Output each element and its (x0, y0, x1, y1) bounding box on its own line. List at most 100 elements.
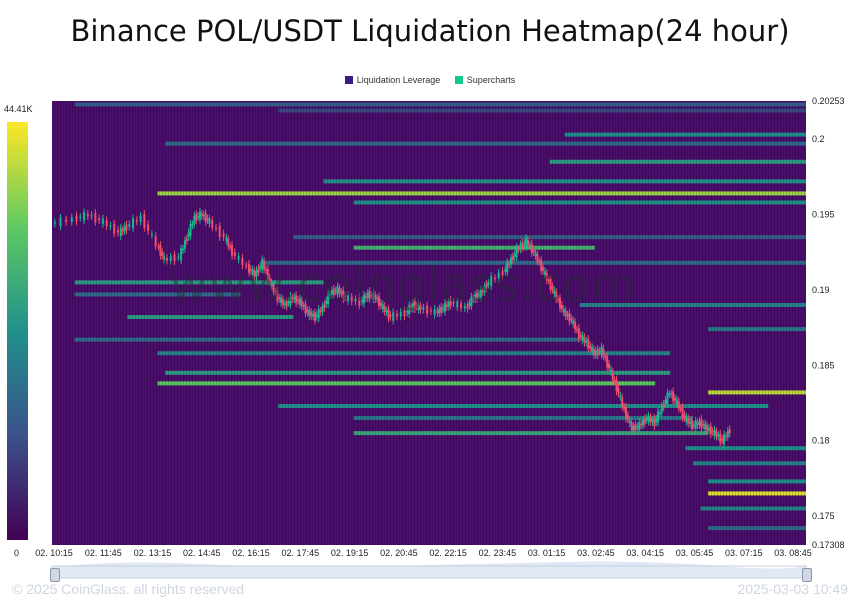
navigator-left-handle[interactable] (50, 568, 60, 582)
candle-body (594, 350, 597, 356)
candle-body (543, 271, 546, 275)
candle-body (442, 307, 445, 310)
candle-body (395, 314, 398, 317)
candle-body (185, 238, 188, 241)
x-tick-label: 02. 23:45 (479, 548, 517, 558)
candle-body (606, 355, 609, 368)
chart-title: Binance POL/USDT Liquidation Heatmap(24 … (70, 14, 790, 48)
candle-body (566, 314, 569, 317)
candle-body (666, 392, 669, 404)
candle-body (281, 299, 284, 305)
candle-body (362, 294, 365, 304)
candle-body (59, 217, 62, 227)
candle-body (426, 305, 429, 314)
candle-body (374, 294, 377, 300)
candle-body (241, 257, 244, 266)
candle-body (272, 284, 275, 292)
candle-body (86, 213, 89, 217)
candle-body (574, 322, 577, 330)
candle-body (379, 302, 382, 306)
candle-body (173, 254, 176, 262)
candle-body (419, 305, 422, 310)
candle-body (536, 254, 539, 262)
candle-body (346, 294, 349, 302)
candle-body (187, 232, 190, 238)
candle-body (183, 240, 186, 249)
candle-body (640, 423, 643, 426)
candle-body (683, 414, 686, 419)
candle-body (704, 423, 707, 430)
candle-body (306, 309, 309, 313)
candle-body (344, 295, 347, 298)
candle-body (245, 265, 248, 267)
candle-body (577, 327, 580, 339)
candle-body (557, 299, 560, 301)
candle-body (75, 215, 78, 222)
candle-body (204, 212, 207, 222)
candle-body (702, 424, 705, 426)
footer-timestamp: 2025-03-03 10:49 (737, 581, 848, 597)
candle-body (657, 411, 660, 423)
candle-body (317, 308, 320, 319)
candle-body (361, 300, 364, 302)
y-tick-label: 0.185 (812, 360, 835, 370)
x-axis: 02. 10:15 02. 11:45 02. 13:15 02. 14:45 02. … (35, 548, 812, 558)
candle-body (274, 291, 277, 293)
candle-body (198, 211, 201, 220)
candle-body (609, 369, 612, 372)
candle-body (481, 291, 484, 293)
candle-body (387, 308, 390, 319)
legend-item-liquidation-leverage[interactable]: Liquidation Leverage (344, 75, 440, 85)
candle-body (202, 214, 205, 217)
legend-item-supercharts[interactable]: Supercharts (454, 75, 515, 85)
candle-body (715, 431, 718, 437)
y-tick-label: 0.195 (812, 210, 835, 220)
candle-body (308, 310, 311, 317)
candle-body (143, 213, 146, 228)
candle-body (470, 296, 473, 307)
candle-body (575, 329, 578, 331)
candle-body (472, 298, 475, 300)
heatmap-column-texture (52, 101, 806, 545)
x-tick-label: 02. 17:45 (282, 548, 320, 558)
candle-body (330, 290, 333, 295)
candle-body (408, 305, 411, 315)
legend: Liquidation Leverage Supercharts (0, 75, 860, 86)
candle-body (298, 298, 301, 305)
candle-body (83, 212, 86, 221)
candle-body (513, 253, 516, 257)
candle-body (229, 246, 232, 248)
candle-body (668, 394, 671, 396)
candle-body (101, 218, 104, 224)
candle-body (525, 238, 528, 247)
y-tick-label: 0.17308 (812, 540, 845, 550)
colorbar (7, 122, 28, 540)
candle-body (354, 299, 357, 302)
candle-body (139, 215, 142, 222)
candle-body (449, 299, 452, 306)
candle-body (436, 310, 439, 314)
candle-body (687, 418, 690, 424)
candle-body (289, 295, 292, 305)
candle-body (285, 301, 288, 307)
candle-body (670, 393, 673, 395)
candle-body (312, 314, 315, 317)
candle-body (411, 303, 414, 309)
candle-body (490, 276, 493, 286)
candle-body (372, 293, 375, 300)
candle-body (483, 285, 486, 293)
candle-body (624, 406, 627, 419)
candle-body (278, 297, 281, 300)
candle-body (689, 421, 692, 424)
navigator-right-handle[interactable] (802, 568, 812, 582)
candle-body (165, 257, 168, 261)
candle-body (728, 429, 731, 434)
candle-body (338, 288, 341, 294)
candle-body (700, 418, 703, 428)
candle-body (621, 397, 624, 407)
candle-body (538, 261, 541, 263)
candle-body (651, 419, 654, 423)
candle-body (547, 280, 550, 282)
candle-body (163, 256, 166, 260)
candle-body (662, 403, 665, 408)
